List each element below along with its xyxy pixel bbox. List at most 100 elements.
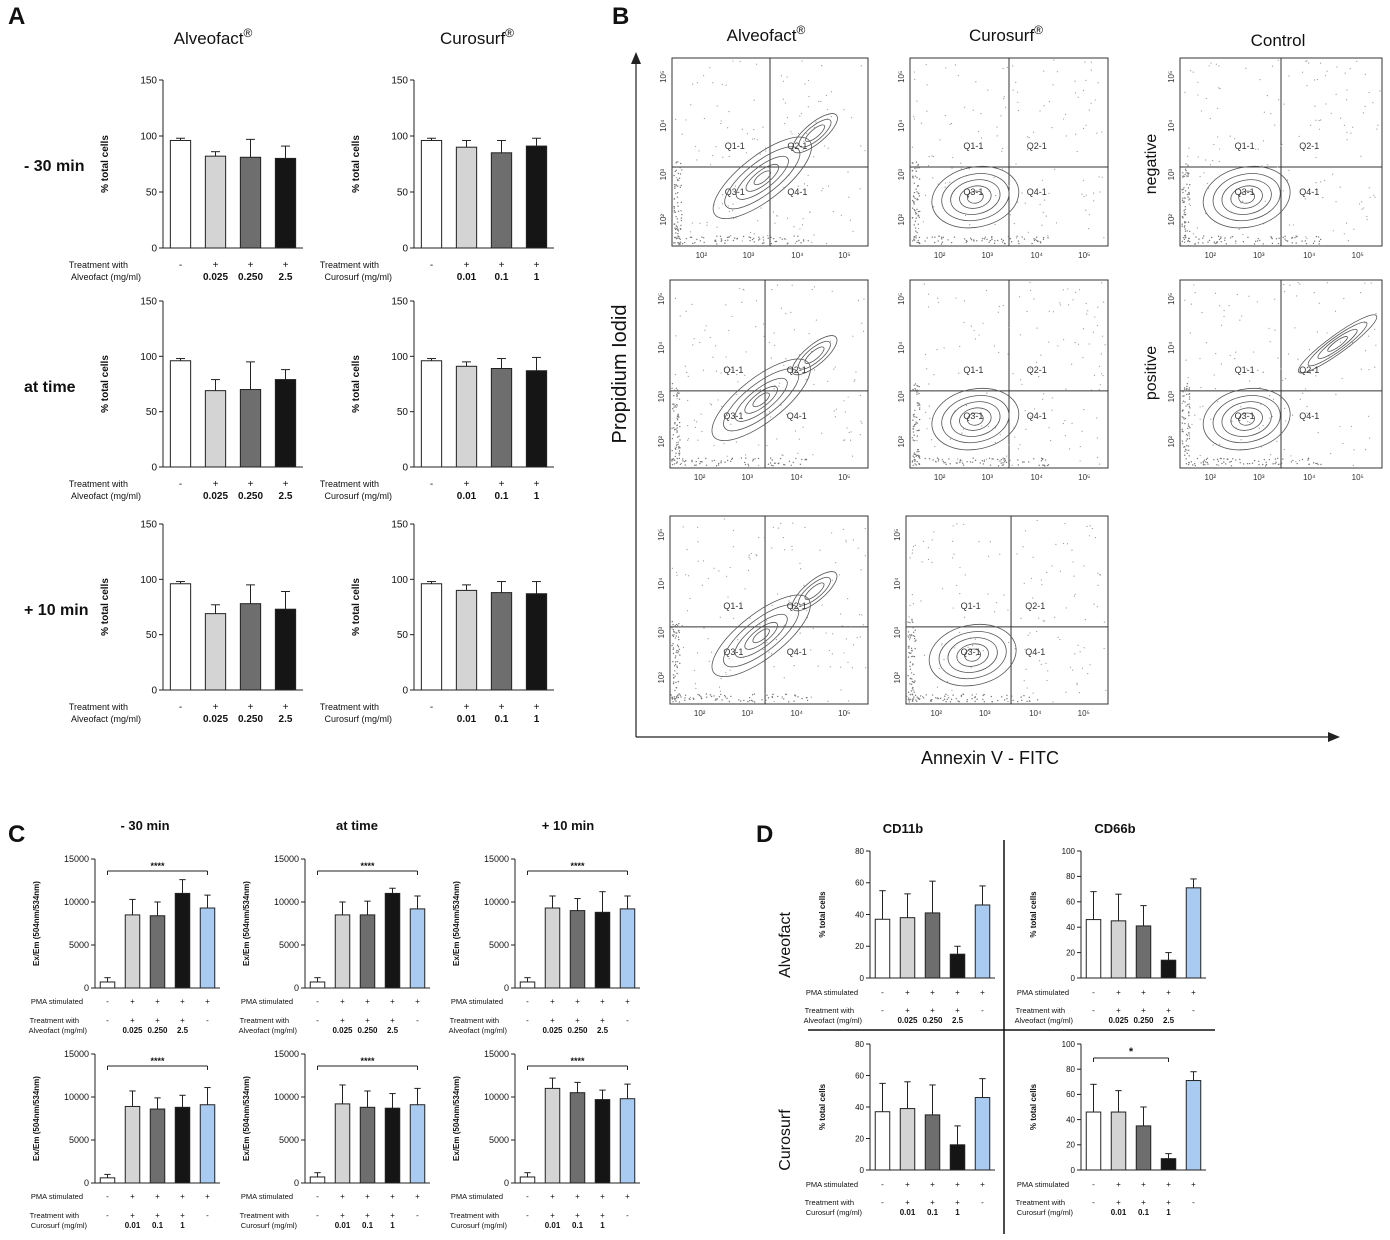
event-dot — [827, 700, 829, 702]
event-dot — [813, 286, 816, 288]
event-dot — [693, 338, 695, 340]
event-dot — [975, 693, 977, 695]
bar — [169, 583, 192, 691]
event-dot — [980, 112, 982, 115]
event-dot — [744, 588, 746, 590]
sign-label: + — [464, 702, 470, 713]
event-dot — [842, 528, 844, 530]
event-dot — [985, 458, 988, 460]
event-dot — [1183, 395, 1185, 397]
y-axis-label: % total cells — [1029, 891, 1038, 938]
event-dot — [1223, 461, 1225, 463]
event-dot — [1062, 422, 1064, 425]
event-dot — [672, 647, 675, 649]
bar — [420, 139, 443, 249]
event-dot — [680, 224, 682, 227]
sign-label: + — [930, 1198, 935, 1207]
event-dot — [767, 463, 770, 465]
y-tick-label: 5000 — [489, 940, 509, 950]
event-dot — [768, 411, 771, 413]
event-dot — [1304, 198, 1306, 200]
event-dot — [725, 674, 727, 676]
sig-stars: **** — [570, 861, 585, 871]
event-dot — [671, 627, 673, 629]
event-dot — [1188, 412, 1190, 414]
event-dot — [704, 329, 706, 331]
event-dot — [1219, 237, 1222, 240]
event-dot — [960, 162, 962, 164]
event-dot — [1003, 594, 1005, 596]
treatment-label: Curosurf (mg/ml) — [1017, 1208, 1074, 1217]
y-tick-label: 100 — [1062, 847, 1076, 856]
event-dot — [1234, 357, 1236, 360]
event-dot — [1076, 682, 1078, 684]
event-dot — [1318, 302, 1320, 304]
event-dot — [1313, 292, 1315, 294]
event-dot — [791, 545, 793, 548]
event-dot — [1204, 464, 1206, 466]
event-dot — [1306, 85, 1308, 87]
event-dot — [801, 60, 803, 62]
event-dot — [676, 695, 679, 697]
event-dot — [672, 635, 675, 638]
event-dot — [1219, 148, 1221, 150]
event-dot — [988, 241, 990, 244]
sig-stars: * — [1129, 1046, 1134, 1058]
event-dot — [815, 319, 817, 321]
event-dot — [676, 461, 679, 463]
event-dot — [1101, 282, 1103, 284]
event-dot — [928, 457, 931, 460]
event-dot — [1002, 462, 1004, 464]
y-tick-label: 0 — [402, 686, 408, 697]
y-tick-label: 150 — [140, 76, 157, 87]
event-dot — [1006, 455, 1008, 457]
sign-label: + — [600, 1192, 605, 1201]
event-dot — [712, 356, 714, 358]
event-dot — [676, 424, 678, 427]
sign-label: + — [550, 1192, 555, 1201]
event-dot — [942, 460, 945, 463]
event-dot — [1279, 463, 1281, 465]
event-dot — [930, 700, 932, 703]
quadrant-label: Q4-1 — [1299, 187, 1319, 197]
event-dot — [970, 325, 972, 327]
event-dot — [802, 218, 804, 220]
event-dot — [1009, 238, 1012, 240]
y-tick-label: 10⁴ — [897, 119, 906, 132]
panel-a-column-title: Curosurf® — [440, 26, 514, 48]
y-tick-label: 100 — [140, 575, 157, 586]
sig-stars: **** — [570, 1056, 585, 1066]
event-dot — [1024, 530, 1027, 532]
bar — [124, 1105, 141, 1184]
event-dot — [1253, 243, 1256, 245]
event-dot — [1350, 425, 1352, 428]
event-dot — [1039, 241, 1041, 243]
event-dot — [1184, 417, 1187, 420]
event-dot — [852, 644, 855, 646]
event-dot — [912, 699, 914, 702]
event-dot — [801, 697, 803, 700]
event-dot — [728, 210, 730, 212]
event-dot — [674, 655, 677, 657]
y-axis-label: % total cells — [1029, 1083, 1038, 1130]
event-dot — [811, 241, 813, 243]
event-dot — [917, 448, 920, 451]
event-dot — [852, 335, 854, 337]
y-tick-label: 10³ — [897, 390, 906, 402]
x-tick-label: 10⁵ — [838, 709, 850, 718]
event-dot — [911, 162, 914, 164]
density-contour — [928, 623, 1017, 687]
event-dot — [772, 693, 774, 696]
bar — [490, 368, 513, 468]
event-dot — [801, 224, 804, 226]
quadrant-label: Q2-1 — [1027, 365, 1047, 375]
event-dot — [1038, 464, 1040, 467]
event-dot — [1315, 156, 1317, 159]
event-dot — [986, 392, 988, 394]
event-dot — [1042, 464, 1044, 466]
event-dot — [913, 384, 915, 386]
event-dot — [1282, 190, 1284, 192]
event-dot — [1064, 435, 1066, 437]
